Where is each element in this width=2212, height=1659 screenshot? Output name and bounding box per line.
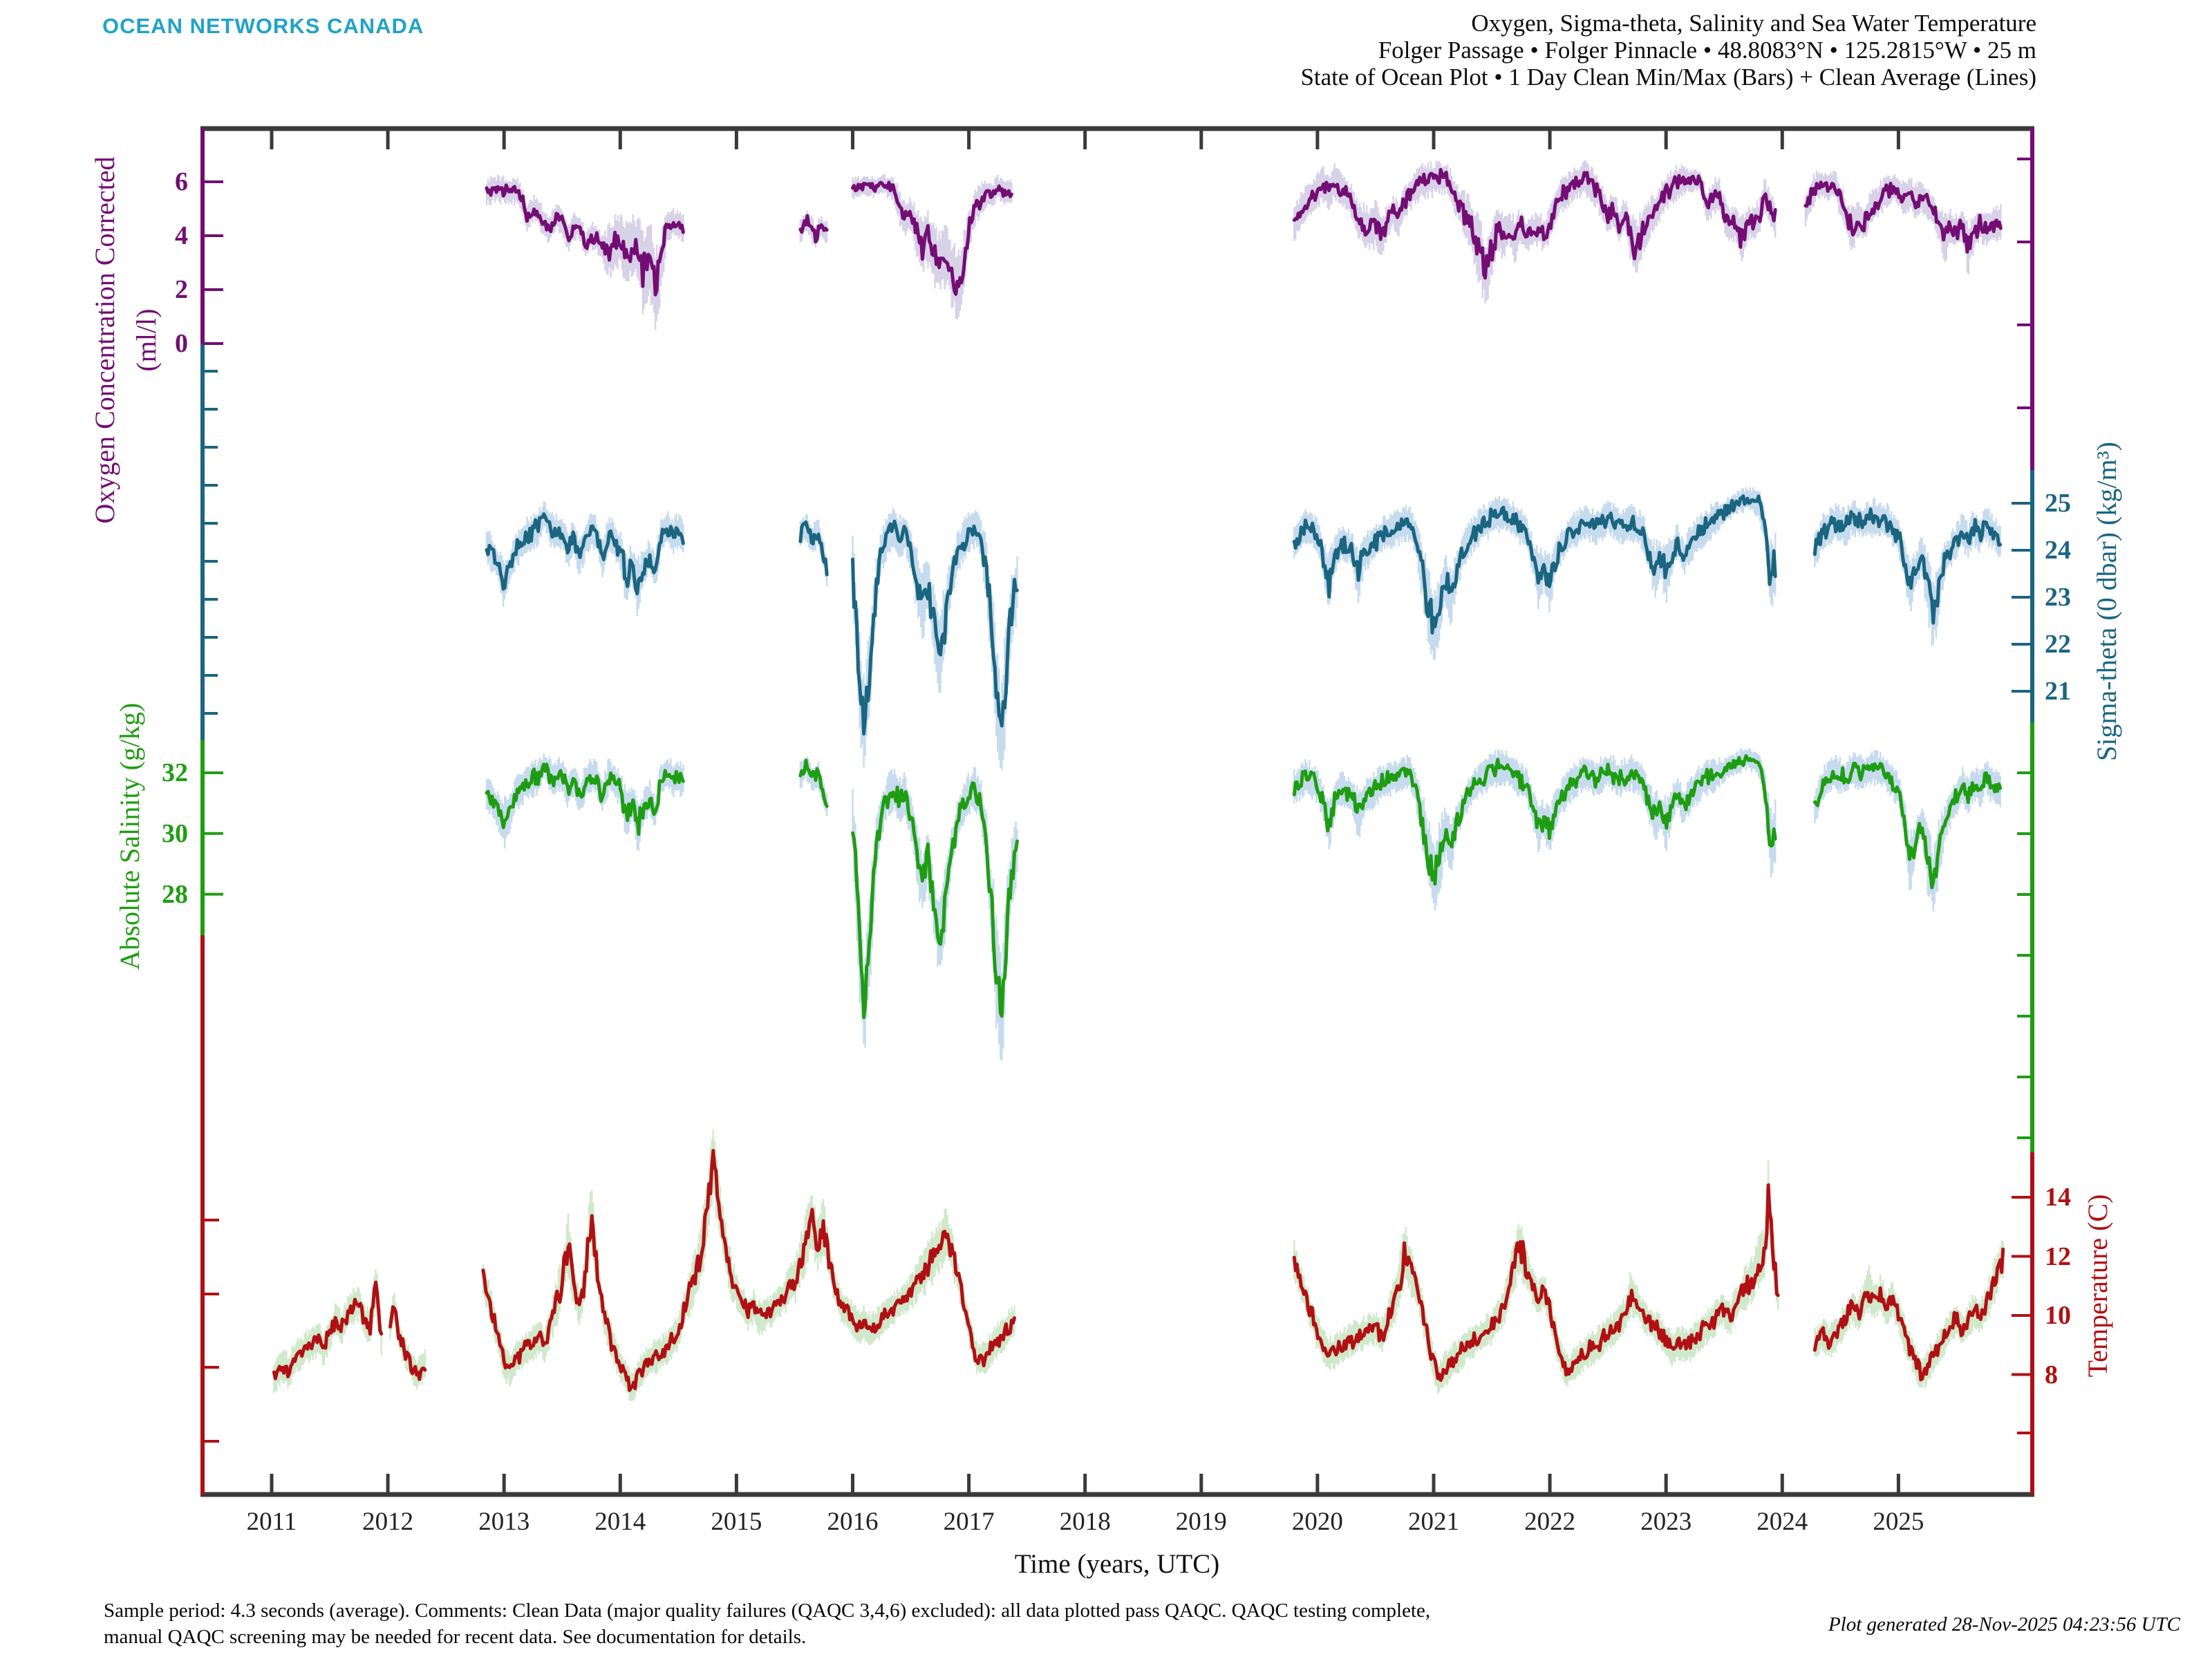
temperature-tick-label-10: 10: [2045, 1301, 2071, 1330]
oxygen-tick-label-2: 2: [175, 275, 188, 304]
x-tick-label-2014: 2014: [594, 1508, 646, 1536]
oxygen-tick-label-0: 0: [175, 329, 188, 358]
footer-sample-period-line2: manual QAQC screening may be needed for …: [104, 1626, 807, 1648]
plot-generated-timestamp: Plot generated 28-Nov-2025 04:23:56 UTC: [1828, 1613, 2180, 1635]
x-tick-label-2012: 2012: [362, 1508, 414, 1536]
x-axis-label: Time (years, UTC): [1014, 1549, 1220, 1579]
x-tick-label-2018: 2018: [1059, 1508, 1111, 1536]
temperature-tick-label-14: 14: [2045, 1183, 2071, 1212]
sigma-tick-label-21: 21: [2045, 677, 2071, 706]
salinity-tick-label-32: 32: [162, 758, 188, 787]
plot-title-line2: Folger Passage • Folger Pinnacle • 48.80…: [1378, 37, 2036, 64]
x-tick-label-2022: 2022: [1524, 1508, 1576, 1536]
x-tick-label-2024: 2024: [1756, 1508, 1808, 1536]
footer-sample-period-line1: Sample period: 4.3 seconds (average). Co…: [104, 1600, 1431, 1622]
x-tick-label-2020: 2020: [1291, 1508, 1343, 1536]
x-tick-label-2013: 2013: [478, 1508, 530, 1536]
plot-title-line1: Oxygen, Sigma-theta, Salinity and Sea Wa…: [1471, 10, 2036, 37]
sigma-tick-label-23: 23: [2045, 583, 2071, 612]
plot-title-line3: State of Ocean Plot • 1 Day Clean Min/Ma…: [1300, 64, 2036, 91]
temperature-tick-label-12: 12: [2045, 1241, 2071, 1271]
sigma-tick-label-24: 24: [2045, 536, 2071, 565]
salinity-tick-label-28: 28: [162, 879, 188, 909]
sigma-tick-label-25: 25: [2045, 489, 2071, 518]
x-tick-label-2021: 2021: [1408, 1508, 1459, 1536]
x-tick-label-2017: 2017: [943, 1508, 995, 1536]
x-tick-label-2016: 2016: [827, 1508, 879, 1536]
x-tick-label-2023: 2023: [1640, 1508, 1692, 1536]
x-tick-label-2025: 2025: [1873, 1508, 1924, 1536]
oxygen-tick-label-6: 6: [175, 167, 188, 196]
salinity-tick-label-30: 30: [162, 818, 188, 848]
x-tick-label-2011: 2011: [246, 1508, 297, 1536]
sigma-tick-label-22: 22: [2045, 630, 2071, 659]
onc-logo: OCEAN NETWORKS CANADA: [102, 14, 424, 38]
x-tick-label-2015: 2015: [711, 1508, 762, 1536]
oxygen-tick-label-4: 4: [175, 221, 188, 250]
temperature-tick-label-8: 8: [2045, 1360, 2058, 1389]
x-tick-label-2019: 2019: [1175, 1508, 1227, 1536]
temperature-axis-label: Temperature (C): [2082, 1194, 2113, 1378]
plot-title-block: Oxygen, Sigma-theta, Salinity and Sea Wa…: [1300, 10, 2036, 91]
